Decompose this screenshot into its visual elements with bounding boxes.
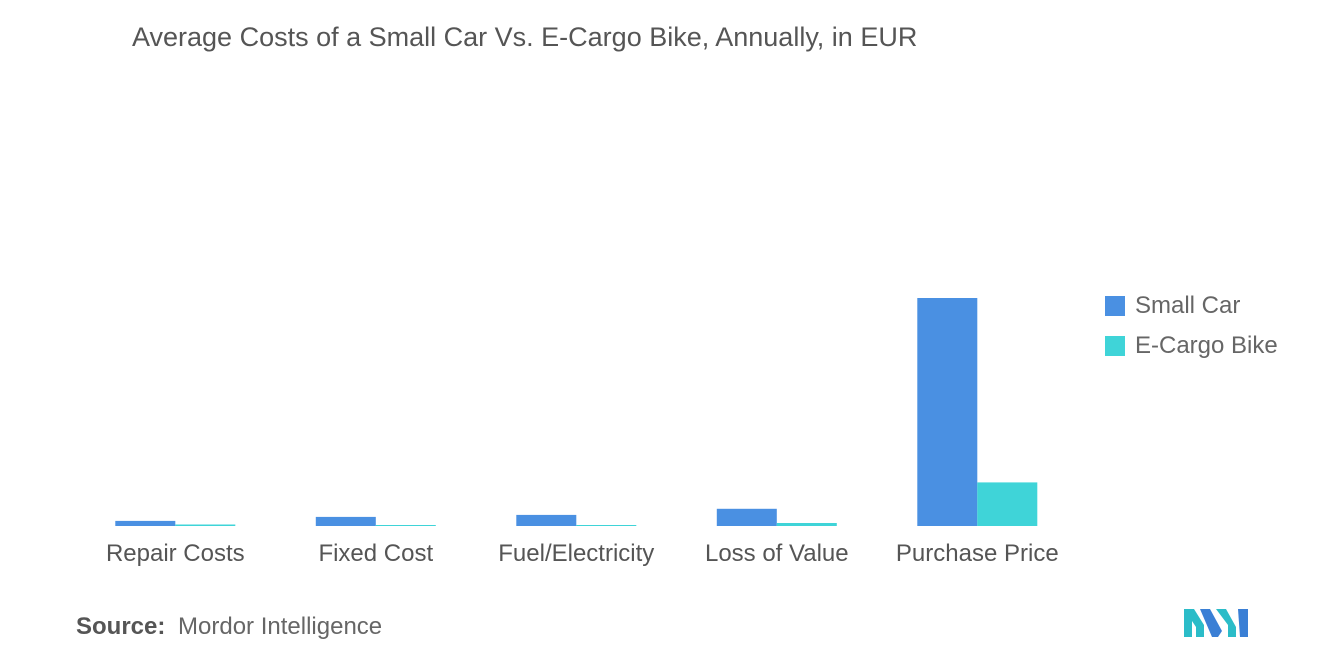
x-tick-label-repair-costs: Repair Costs — [106, 540, 245, 567]
legend-swatch-small-car — [1105, 296, 1125, 316]
bar-e-cargo-bike-fixed-cost — [375, 525, 436, 526]
x-axis-labels: Repair Costs Fixed Cost Fuel/Electricity Lo… — [106, 540, 1059, 567]
bar-e-cargo-bike-loss-of-value — [776, 523, 837, 526]
legend-label-small-car: Small Car — [1135, 292, 1241, 319]
bars-group — [115, 298, 1038, 526]
legend-item-small-car: Small Car — [1105, 286, 1278, 326]
bar-small-car-loss-of-value — [716, 508, 777, 526]
bar-small-car-fixed-cost — [315, 516, 376, 526]
bar-e-cargo-bike-repair-costs — [175, 524, 236, 526]
legend-label-e-cargo-bike: E-Cargo Bike — [1135, 332, 1278, 359]
legend: Small Car E-Cargo Bike — [1105, 286, 1278, 366]
bar-small-car-purchase-price — [917, 298, 978, 526]
bar-e-cargo-bike-fuel-electricity — [576, 525, 637, 526]
bar-small-car-fuel-electricity — [516, 514, 577, 526]
legend-swatch-e-cargo-bike — [1105, 336, 1125, 356]
x-tick-label-fixed-cost: Fixed Cost — [318, 540, 433, 567]
mordor-intelligence-logo-icon — [1184, 609, 1248, 637]
bar-e-cargo-bike-purchase-price — [977, 482, 1038, 526]
x-tick-label-loss-of-value: Loss of Value — [705, 540, 849, 567]
x-tick-label-fuel-electricity: Fuel/Electricity — [498, 540, 654, 567]
bar-small-car-repair-costs — [115, 520, 176, 526]
chart-title: Average Costs of a Small Car Vs. E-Cargo… — [132, 22, 918, 52]
x-tick-label-purchase-price: Purchase Price — [896, 540, 1059, 567]
source-label: Source: — [76, 613, 166, 640]
legend-item-e-cargo-bike: E-Cargo Bike — [1105, 326, 1278, 366]
source-value: Mordor Intelligence — [178, 613, 383, 640]
source-note: Source: Mordor Intelligence — [76, 613, 382, 641]
